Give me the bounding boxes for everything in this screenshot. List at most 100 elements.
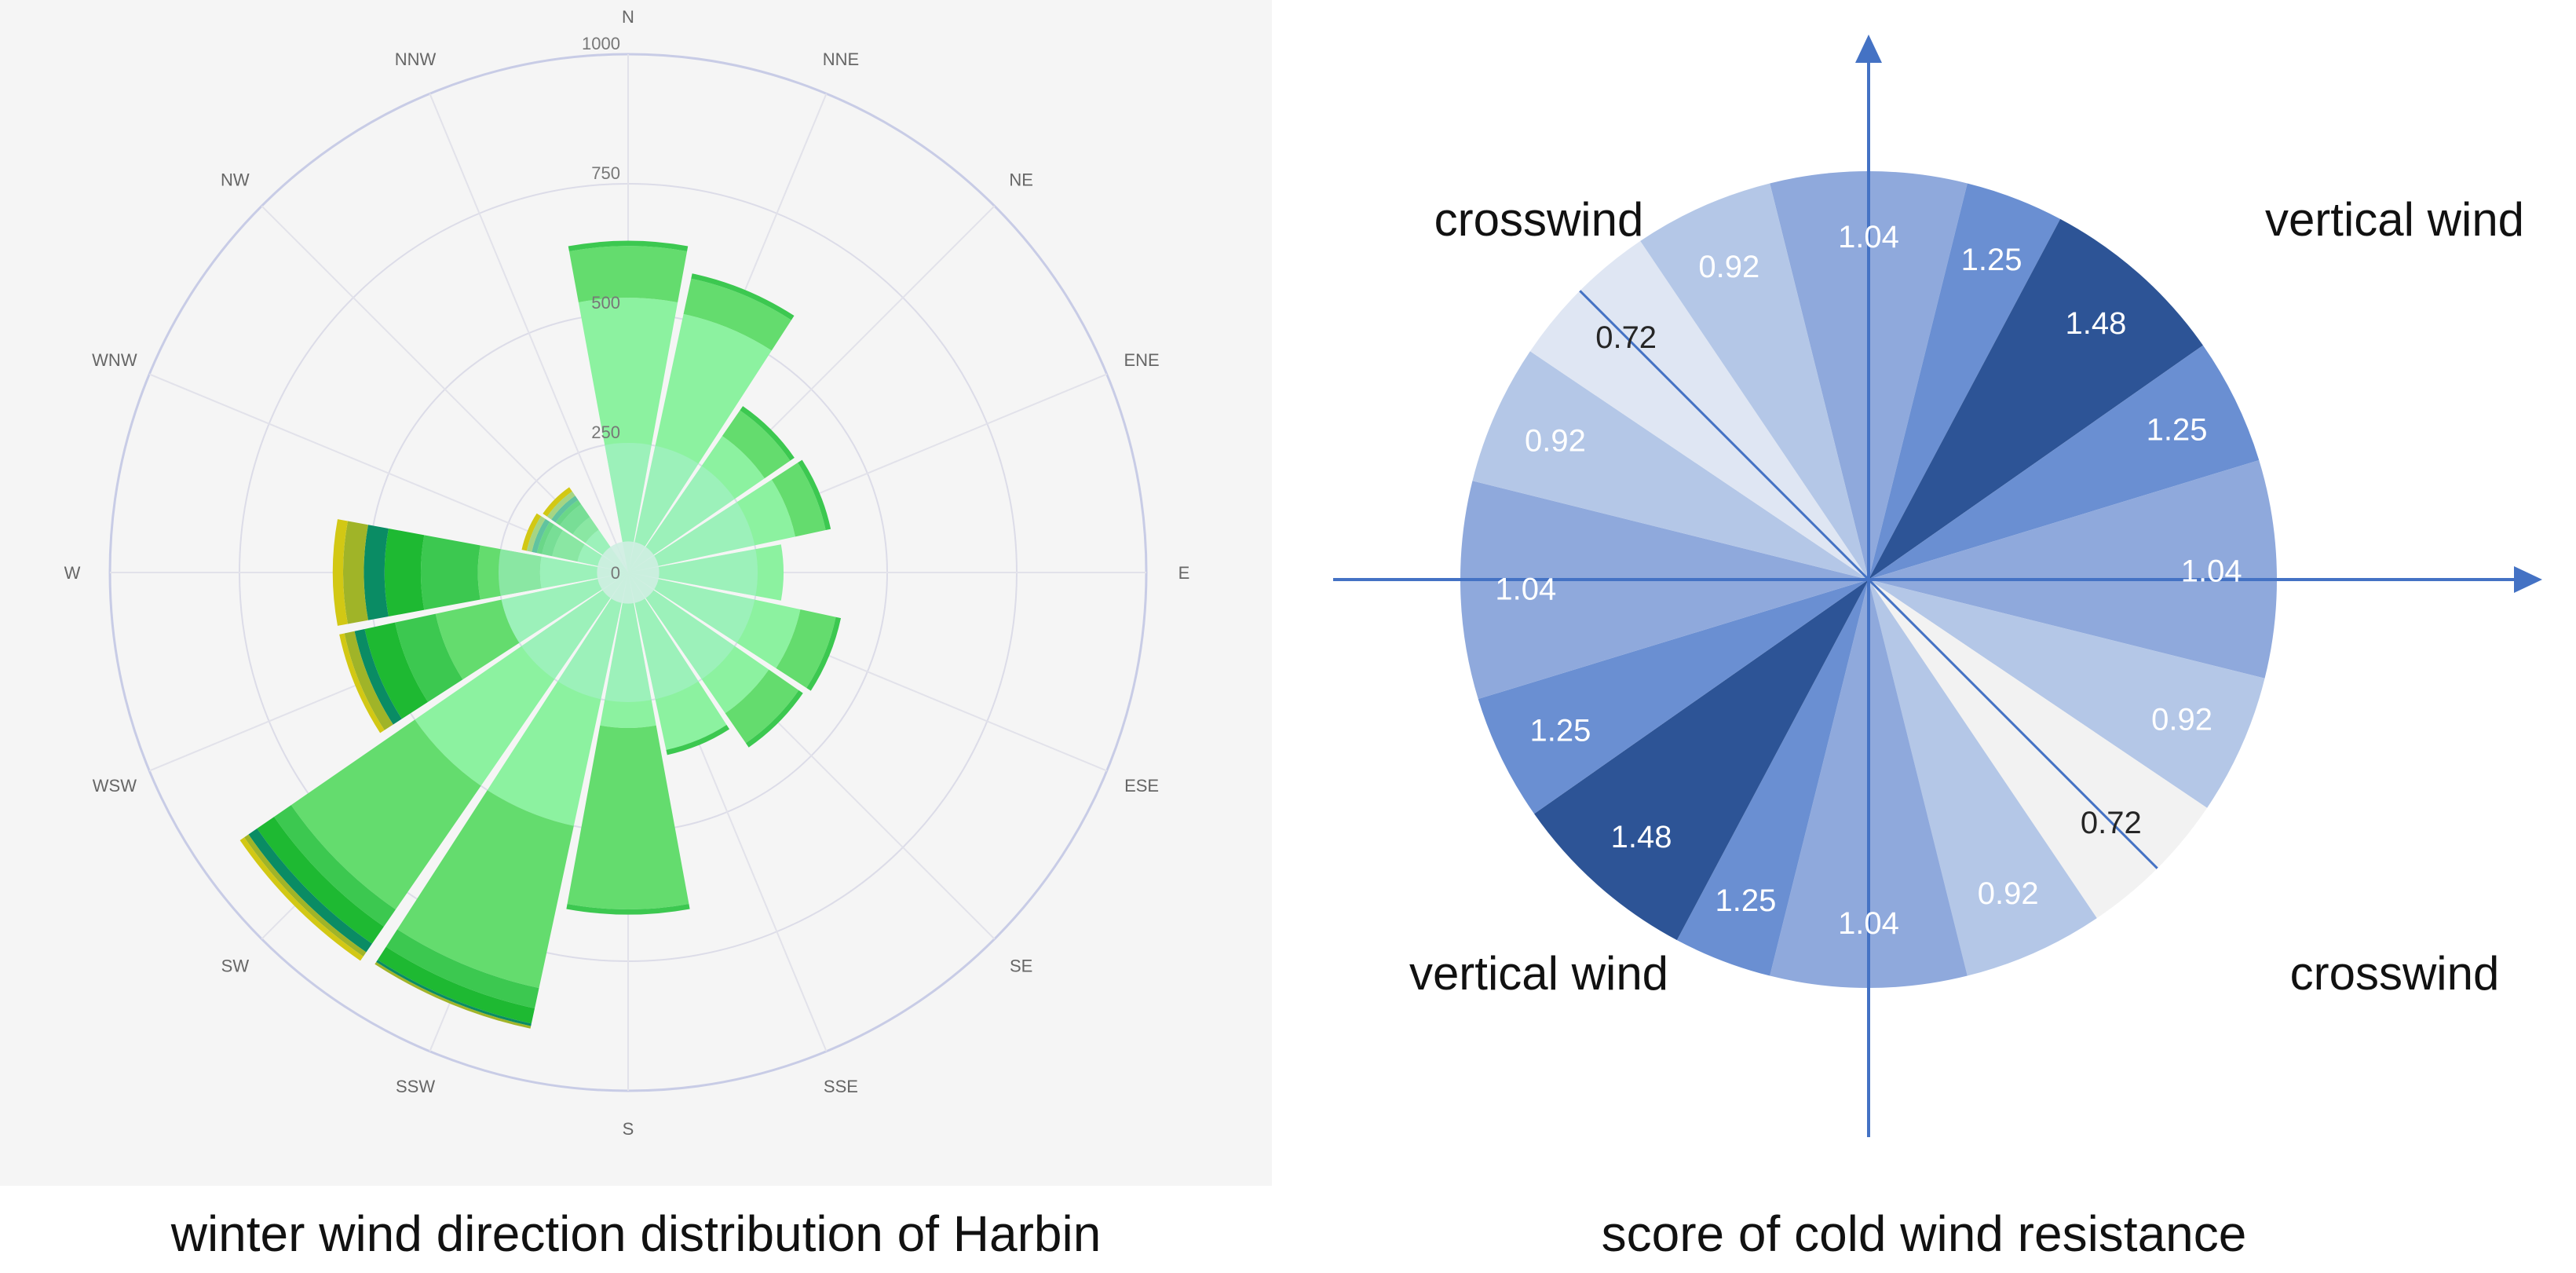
rose-bar-n <box>568 240 689 252</box>
rose-bar-core-ne <box>628 466 735 572</box>
rose-direction-ne: NE <box>1009 170 1033 189</box>
rose-bar-w <box>364 525 389 620</box>
rose-bar-wsw <box>364 622 429 719</box>
rose-bar-sw <box>257 817 384 944</box>
rose-bar-ene <box>798 459 831 531</box>
rose-bar-wsw <box>395 613 463 702</box>
pie-slice <box>1869 183 2061 580</box>
pie-value-labels: 1.04 1.25 1.48 1.25 1.04 0.92 0.72 0.92 1.04 1.25… <box>1495 220 2242 941</box>
rose-bar-wnw <box>521 513 542 551</box>
pie-vertical-arrow <box>1855 35 1882 63</box>
pie-value-label: 0.92 <box>1978 876 2039 911</box>
rose-bar-wsw <box>344 631 393 730</box>
pie-caption: score of cold wind resistance <box>1601 1205 2247 1262</box>
pie-slice <box>1869 580 2265 808</box>
rose-direction-sw: SW <box>221 957 250 976</box>
pie-value-label: 1.25 <box>1529 713 1591 748</box>
rose-bar-sw <box>274 805 396 927</box>
rose-tick-label: 250 <box>591 423 620 442</box>
rose-direction-wsw: WSW <box>93 776 137 796</box>
pie-crosswind-line <box>1867 578 2158 869</box>
pie-slice <box>1534 580 1869 941</box>
rose-bar-core-ene <box>628 502 755 572</box>
rose-bar-se <box>725 669 799 744</box>
cold-wind-score-chart: 1.04 1.25 1.48 1.25 1.04 0.92 0.72 0.92 1.04 1.25… <box>1333 35 2542 1137</box>
pie-horizontal-arrow <box>2514 566 2542 593</box>
rose-bar-ne <box>740 406 795 461</box>
rose-direction-s: S <box>623 1119 634 1139</box>
rose-direction-sse: SSE <box>824 1077 858 1096</box>
rose-bar-core-sse <box>628 572 699 700</box>
pie-value-label: 1.04 <box>2181 554 2242 589</box>
rose-direction-ene: ENE <box>1124 350 1159 370</box>
pie-slice <box>1478 580 1869 814</box>
rose-bar-ssw <box>397 790 574 989</box>
pie-value-label: 0.72 <box>2081 806 2142 840</box>
pie-value-label: 1.25 <box>2147 413 2208 448</box>
pie-annotations: crosswind vertical wind vertical wind cross… <box>1409 193 2524 1000</box>
pie-slice <box>1869 459 2277 679</box>
rose-bar-se <box>745 690 803 748</box>
rose-bar-sw <box>248 829 372 953</box>
rose-direction-ssw: SSW <box>396 1077 435 1096</box>
rose-bar-w <box>343 521 368 624</box>
rose-bar-core-se <box>628 572 735 679</box>
pie-value-label: 1.04 <box>1495 572 1556 606</box>
rose-bar-w <box>384 529 425 616</box>
rose-bar-ese <box>776 609 836 688</box>
pie-slice <box>1869 580 2097 976</box>
rose-direction-se: SE <box>1010 957 1032 976</box>
rose-bar-nne <box>683 278 791 351</box>
rose-bar-core-n <box>605 442 652 572</box>
rose-direction-ese: ESE <box>1124 776 1159 796</box>
rose-bar-wsw <box>435 599 520 680</box>
rose-spoke <box>429 93 629 573</box>
pie-value-label: 1.25 <box>1716 883 1777 918</box>
rose-tick-label: 0 <box>611 563 620 583</box>
rose-direction-n: N <box>622 7 634 27</box>
rose-bar-n <box>568 246 688 302</box>
rose-bar-nne <box>691 273 795 320</box>
rose-bar-ssw <box>385 929 539 1008</box>
rose-direction-labels: N NNE NE ENE E ESE SE SSE S SSW SW WSW W WNW NW NNW <box>64 7 1190 1139</box>
rose-tick-label: 500 <box>591 293 620 313</box>
rose-bar-w <box>421 535 480 610</box>
rose-bar-ne <box>722 410 791 479</box>
rose-tick-label: 1000 <box>582 34 620 53</box>
rose-bar-ese <box>806 616 842 691</box>
rose-bar-s <box>566 903 690 915</box>
rose-bar-n <box>578 298 678 572</box>
rose-bar-core-w <box>499 549 628 596</box>
rose-direction-wnw: WNW <box>92 350 137 370</box>
rose-bars <box>239 240 842 1029</box>
pie-annotation: crosswind <box>1434 193 1644 246</box>
rose-tick-label: 750 <box>591 163 620 183</box>
rose-bar-nw <box>543 487 572 517</box>
pie-slice <box>1676 580 1869 976</box>
rose-direction-nne: NNE <box>823 49 859 69</box>
wind-rose-caption: winter wind direction distribution of Ha… <box>170 1205 1102 1262</box>
pie-value-label: 0.92 <box>1698 250 1759 284</box>
rose-bar-core-s <box>605 572 652 702</box>
pie-value-label: 1.48 <box>2066 306 2127 341</box>
rose-hub <box>597 541 660 604</box>
rose-bar-ssw <box>377 946 535 1024</box>
pie-slice <box>1472 351 1869 580</box>
rose-direction-nnw: NNW <box>395 49 437 69</box>
pie-crosswind-line <box>1579 290 1870 581</box>
pie-value-label: 1.48 <box>1611 820 1672 854</box>
pie-value-label: 0.72 <box>1595 320 1657 355</box>
pie-value-label: 1.04 <box>1838 220 1899 254</box>
pie-annotation: crosswind <box>2290 947 2500 1000</box>
rose-bar-core-nne <box>628 445 699 572</box>
rose-bar-sw <box>239 837 364 961</box>
pie-value-label: 1.04 <box>1838 906 1899 941</box>
rose-bar-sse <box>666 724 730 755</box>
rose-bar-wsw <box>339 633 385 733</box>
rose-bar-core-ssw <box>557 572 628 700</box>
rose-bar-ene <box>771 463 826 537</box>
rose-bar-w <box>332 519 348 626</box>
rose-bar-wsw <box>354 628 402 725</box>
rose-direction-w: W <box>64 563 81 583</box>
